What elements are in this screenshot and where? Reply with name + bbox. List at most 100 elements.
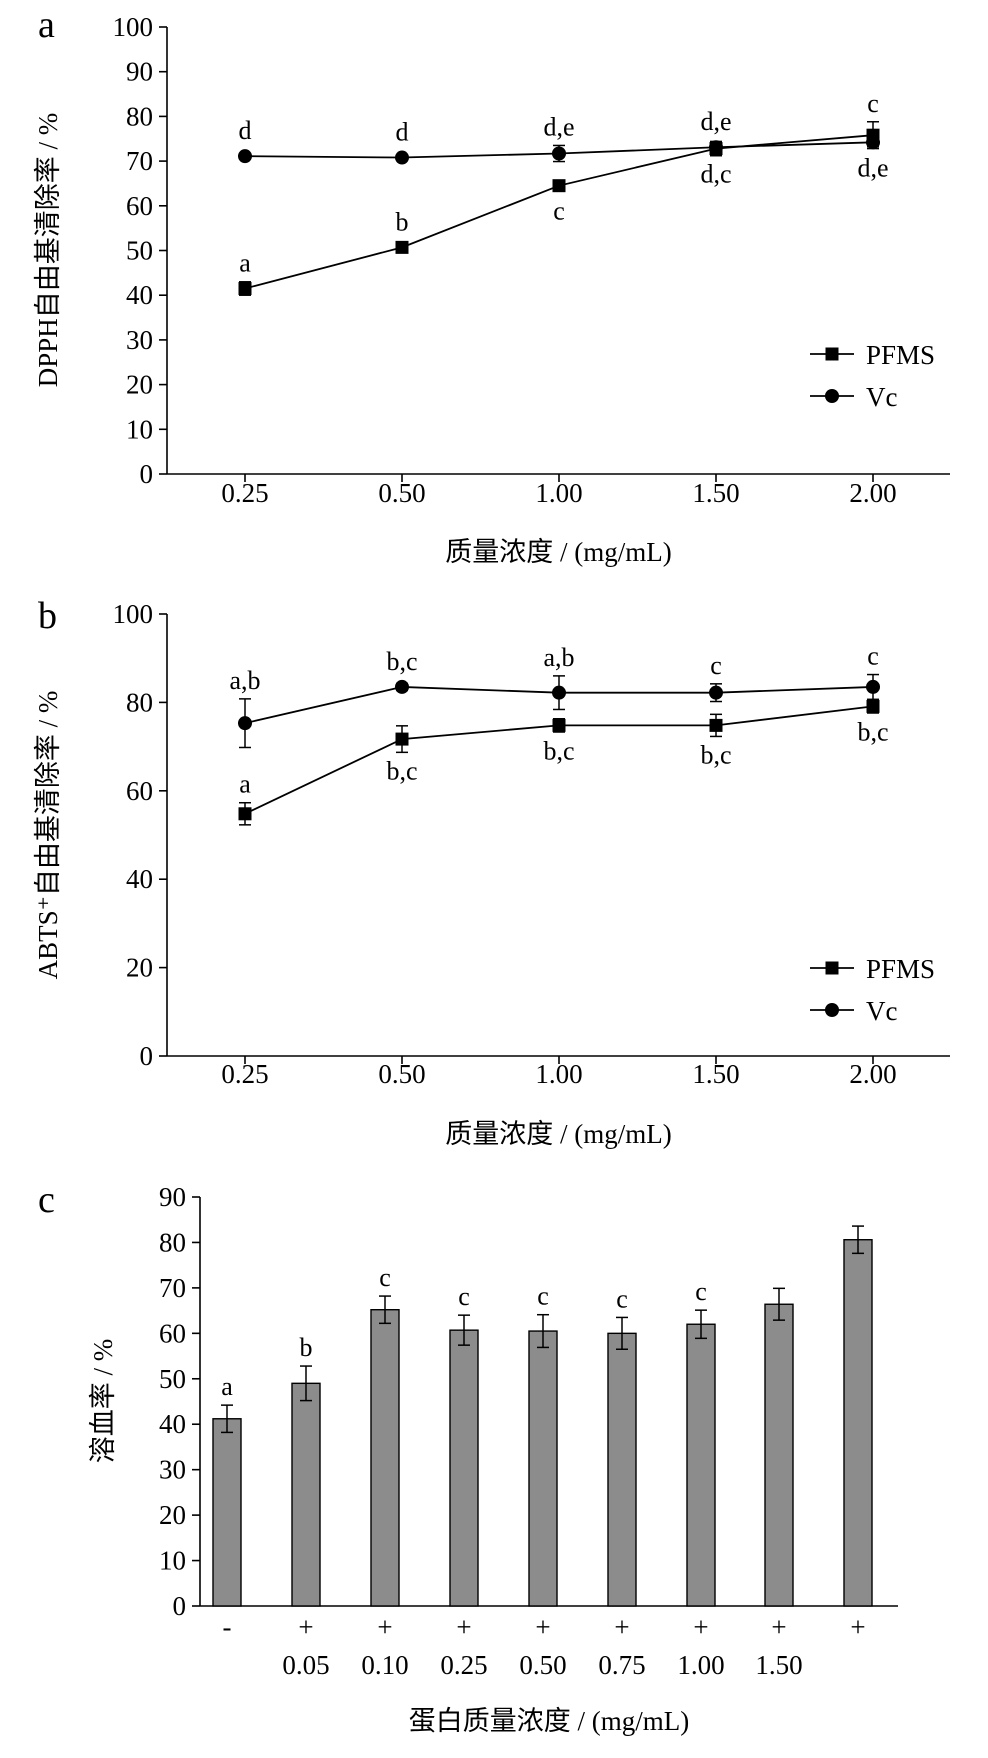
y-tick-label: 20 [126, 370, 153, 400]
treatment-sign: + [614, 1612, 629, 1642]
treatment-sign: + [298, 1612, 313, 1642]
y-tick-label: 80 [126, 687, 153, 717]
significance-label: c [553, 197, 565, 226]
significance-label: b,c [386, 756, 417, 785]
data-point-vc [395, 150, 409, 165]
legend-label-pfms: PFMS [866, 954, 935, 984]
y-tick-label: 10 [126, 414, 153, 444]
treatment-sign: + [850, 1612, 865, 1642]
x-axis-title: 质量浓度 / (mg/mL) [445, 537, 671, 567]
y-tick-label: 0 [140, 459, 154, 489]
data-point-pfms [395, 732, 409, 746]
y-tick-label: 0 [173, 1591, 187, 1621]
y-axis-title: 溶血率 / % [88, 1339, 118, 1464]
y-tick-label: 50 [126, 236, 153, 266]
significance-label: d,e [543, 112, 574, 141]
bar [370, 1309, 400, 1607]
legend-label-pfms: PFMS [866, 340, 935, 370]
significance-label: c [616, 1284, 628, 1313]
significance-label: a,b [543, 643, 574, 672]
y-axis-title: DPPH自由基清除率 / % [33, 113, 63, 388]
y-tick-label: 70 [126, 146, 153, 176]
significance-label: c [695, 1277, 707, 1306]
bar [291, 1382, 321, 1607]
significance-label: a [239, 248, 251, 277]
data-point-vc [552, 146, 566, 161]
significance-label: d [396, 118, 409, 147]
treatment-sign: + [456, 1612, 471, 1642]
y-tick-label: 40 [126, 280, 153, 310]
x-tick-label: 2.00 [849, 1059, 896, 1089]
significance-label: d,e [857, 153, 888, 182]
y-tick-label: 40 [159, 1409, 186, 1439]
y-tick-label: 80 [159, 1227, 186, 1257]
data-point-pfms [709, 718, 723, 732]
bar [843, 1239, 873, 1607]
y-axis-title: ABTS⁺自由基清除率 / % [33, 691, 63, 980]
y-tick-label: 20 [159, 1500, 186, 1530]
significance-label: b,c [543, 736, 574, 765]
data-point-vc [866, 135, 880, 150]
data-point-pfms [552, 179, 566, 193]
x-tick-label: 0.50 [378, 1059, 425, 1089]
bar [528, 1330, 558, 1607]
chart-panel-c: 0 10 20 30 40 50 60 70 80 90 蛋白质量浓度 / (mg/mL) 溶血率 /… [88, 1182, 898, 1736]
x-axis-title: 质量浓度 / (mg/mL) [445, 1119, 671, 1149]
bar [686, 1323, 716, 1607]
y-tick-label: 100 [113, 12, 154, 42]
data-point-vc [238, 716, 252, 731]
x-axis-title: 蛋白质量浓度 / (mg/mL) [409, 1706, 689, 1736]
panel-a-letter: a [38, 4, 55, 46]
y-tick-label: 60 [126, 191, 153, 221]
legend-marker-pfms [825, 961, 839, 975]
x-tick-label: 0.05 [282, 1650, 329, 1680]
data-point-vc [552, 685, 566, 700]
x-tick-label: 0.75 [598, 1650, 645, 1680]
data-point-pfms [395, 240, 409, 254]
x-tick-label: 1.00 [677, 1650, 724, 1680]
significance-label: b,c [700, 740, 731, 769]
data-point-vc [395, 679, 409, 694]
data-point-vc [866, 679, 880, 694]
y-tick-label: 70 [159, 1273, 186, 1303]
treatment-sign: + [535, 1612, 550, 1642]
data-point-vc [709, 140, 723, 155]
legend-marker-pfms [825, 347, 839, 361]
significance-label: b [300, 1333, 313, 1362]
x-tick-label: 0.25 [440, 1650, 487, 1680]
significance-label: b [396, 207, 409, 236]
legend-label-vc: Vc [866, 996, 897, 1026]
x-tick-label: 1.50 [755, 1650, 802, 1680]
y-tick-label: 10 [159, 1546, 186, 1576]
legend-marker-vc [825, 389, 839, 403]
significance-label: c [379, 1263, 391, 1292]
significance-label: b,c [386, 647, 417, 676]
y-tick-label: 50 [159, 1364, 186, 1394]
y-tick-label: 90 [126, 57, 153, 87]
significance-label: c [867, 89, 879, 118]
bar [449, 1329, 479, 1607]
x-tick-label: 1.00 [535, 1059, 582, 1089]
y-tick-label: 0 [140, 1041, 154, 1071]
treatment-sign: + [693, 1612, 708, 1642]
significance-label: b,c [857, 717, 888, 746]
x-tick-label: 1.00 [535, 478, 582, 508]
y-tick-label: 40 [126, 864, 153, 894]
panel-c-letter: c [38, 1179, 55, 1221]
y-tick-label: 20 [126, 953, 153, 983]
y-tick-label: 60 [126, 776, 153, 806]
x-tick-label: 1.50 [692, 478, 739, 508]
treatment-sign: - [223, 1612, 232, 1642]
significance-label: c [867, 642, 879, 671]
x-tick-label: 1.50 [692, 1059, 739, 1089]
x-tick-label: 0.50 [378, 478, 425, 508]
legend-label-vc: Vc [866, 382, 897, 412]
panel-b-letter: b [38, 595, 57, 637]
significance-label: d [239, 116, 252, 145]
x-tick-label: 0.50 [519, 1650, 566, 1680]
data-point-vc [238, 149, 252, 164]
y-tick-label: 100 [113, 599, 154, 629]
chart-panel-b: 0 20 40 60 80 100 质量浓度 / (mg/mL) ABTS⁺自由基清除率 / … [33, 599, 950, 1149]
bar [212, 1418, 242, 1607]
